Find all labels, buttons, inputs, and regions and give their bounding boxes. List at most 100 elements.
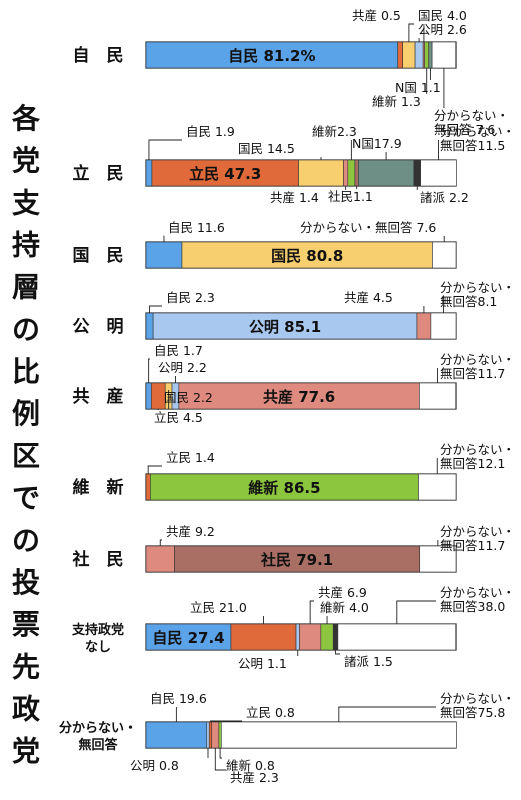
segment-value-label: 社民 79.1 bbox=[260, 551, 333, 569]
bar-segment bbox=[145, 241, 183, 269]
leader-line bbox=[219, 748, 222, 759]
bar-segment bbox=[430, 312, 457, 340]
bar-segment bbox=[295, 623, 300, 651]
segment-value-label: 社民1.1 bbox=[328, 189, 373, 204]
segment-value-label: 国民 14.5 bbox=[238, 141, 295, 156]
row-label: 共 産 bbox=[73, 386, 124, 407]
bar-segment bbox=[414, 41, 424, 69]
segment-value-label: N国17.9 bbox=[352, 136, 402, 151]
bar-segment bbox=[145, 159, 153, 187]
segment-value-label: 分からない・ bbox=[434, 108, 509, 123]
bar-segment bbox=[432, 241, 457, 269]
bar-segment bbox=[424, 41, 430, 69]
bar-segment bbox=[208, 721, 213, 749]
segment-value-label: 諸派 2.2 bbox=[420, 190, 469, 205]
bar-segment bbox=[150, 473, 419, 501]
chart-title-char: 持 bbox=[12, 228, 40, 261]
bar-segment bbox=[178, 382, 420, 410]
bar-segment bbox=[221, 721, 457, 749]
segment-value-label: 共産 4.5 bbox=[344, 290, 393, 305]
bar-segment bbox=[354, 159, 359, 187]
row-label: 維 新 bbox=[73, 477, 124, 498]
chart-title-char: 例 bbox=[12, 397, 40, 430]
bar-segment bbox=[145, 41, 399, 69]
row-label: 公 明 bbox=[73, 317, 124, 337]
row-label: 無回答 bbox=[78, 737, 118, 753]
bar-segment bbox=[358, 159, 415, 187]
chart-title-char: 区 bbox=[12, 439, 40, 472]
leader-line bbox=[147, 465, 162, 474]
leader-line bbox=[309, 600, 314, 624]
segment-value-label: 自民 27.4 bbox=[152, 629, 224, 647]
segment-value-label: 公明 1.1 bbox=[238, 656, 287, 671]
bar-segment bbox=[211, 721, 220, 749]
segment-value-label: 分からない・ bbox=[440, 352, 515, 367]
bar-segment bbox=[419, 545, 457, 573]
row-label: 支持政党 bbox=[71, 622, 124, 638]
chart-title-char: の bbox=[12, 313, 40, 346]
segment-value-label: 公明 2.6 bbox=[418, 22, 467, 37]
bar-segment bbox=[397, 41, 403, 69]
row-label: 社 民 bbox=[72, 549, 124, 570]
segment-value-label: 維新 86.5 bbox=[248, 479, 320, 497]
bar-segment bbox=[152, 312, 418, 340]
segment-value-label: 無回答8.1 bbox=[440, 294, 497, 309]
chart-title-char: 政 bbox=[12, 693, 40, 726]
bar-segment bbox=[332, 623, 339, 651]
segment-value-label: 国民 2.2 bbox=[164, 390, 213, 405]
leader-line bbox=[396, 600, 436, 624]
chart-title-char: 党 bbox=[12, 144, 40, 177]
bar-segment bbox=[151, 159, 299, 187]
bar-segment bbox=[145, 545, 175, 573]
segment-value-label: 公明 2.2 bbox=[158, 360, 207, 375]
row-label: 立 民 bbox=[73, 163, 124, 184]
segment-value-label: 分からない・ bbox=[440, 585, 515, 600]
bar-segment bbox=[420, 159, 457, 187]
segment-value-label: 無回答11.7 bbox=[440, 366, 505, 381]
segment-value-label: 無回答12.1 bbox=[440, 456, 505, 471]
segment-value-label: 共産 1.4 bbox=[270, 190, 319, 205]
segment-value-label: 共産 0.5 bbox=[352, 8, 401, 23]
chart-title-char: 先 bbox=[12, 650, 40, 683]
chart-title-char: の bbox=[12, 524, 40, 557]
segment-value-label: 共産 9.2 bbox=[166, 524, 215, 539]
segment-value-label: 共産 6.9 bbox=[318, 585, 367, 600]
segment-value-label: 無回答38.0 bbox=[440, 599, 505, 614]
segment-value-label: 立民 4.5 bbox=[154, 410, 203, 425]
segment-value-label: 維新 0.8 bbox=[226, 758, 275, 773]
segment-value-label: 立民 0.8 bbox=[246, 705, 295, 720]
segment-value-label: 維新 4.0 bbox=[320, 600, 369, 615]
bar-segment bbox=[145, 623, 232, 651]
bar-segment bbox=[145, 721, 208, 749]
bar-segment bbox=[337, 623, 456, 651]
segment-value-label: 国民 4.0 bbox=[418, 8, 467, 23]
segment-value-label: 諸派 1.5 bbox=[344, 654, 393, 669]
chart-title-char: 投 bbox=[12, 566, 40, 599]
bar-segment bbox=[416, 312, 432, 340]
bar-segment bbox=[145, 312, 154, 340]
segment-value-label: 自民 2.3 bbox=[166, 290, 215, 305]
segment-value-label: 共産 77.6 bbox=[263, 388, 335, 406]
segment-value-label: 分からない・無回答 7.6 bbox=[300, 220, 436, 235]
segment-value-label: 分からない・ bbox=[440, 524, 515, 539]
segment-value-label: 分からない・ bbox=[440, 280, 515, 295]
bar-segment bbox=[343, 159, 349, 187]
chart-title-char: 支 bbox=[12, 186, 40, 219]
segment-value-label: 無回答 7.6 bbox=[434, 122, 495, 137]
leader-line bbox=[214, 748, 226, 771]
bar-segment bbox=[402, 41, 416, 69]
leader-line bbox=[335, 650, 340, 655]
segment-value-label: 公明 85.1 bbox=[249, 318, 321, 336]
segment-value-label: 自民 19.6 bbox=[150, 691, 207, 706]
segment-value-label: N国 1.1 bbox=[395, 80, 441, 95]
bar-segment bbox=[181, 241, 433, 269]
bar-segment bbox=[428, 41, 433, 69]
bar-segment bbox=[320, 623, 334, 651]
bar-segment bbox=[413, 159, 421, 187]
bar-segment bbox=[431, 41, 456, 69]
segment-value-label: 維新 1.3 bbox=[372, 94, 421, 109]
leader-line bbox=[210, 720, 242, 722]
